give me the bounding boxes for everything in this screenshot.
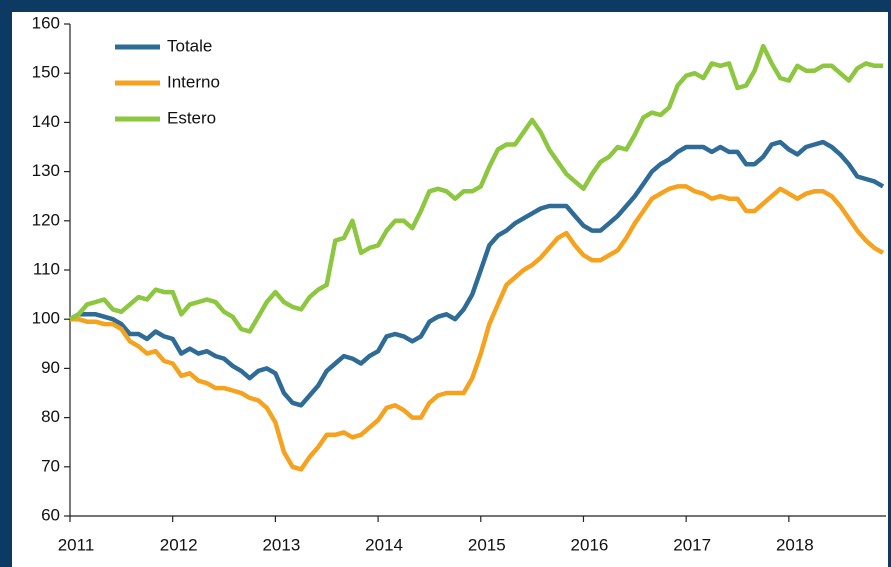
x-tick-label: 2013 xyxy=(262,535,300,554)
x-tick-label: 2017 xyxy=(673,535,711,554)
y-tick-label: 60 xyxy=(41,505,60,524)
y-tick-label: 90 xyxy=(41,358,60,377)
y-tick-label: 120 xyxy=(32,210,60,229)
legend-label: Totale xyxy=(167,36,212,55)
legend-label: Interno xyxy=(167,72,220,91)
x-tick-label: 2018 xyxy=(776,535,814,554)
x-tick-label: 2011 xyxy=(58,535,95,554)
line-series xyxy=(70,184,885,472)
x-tick-label: 2016 xyxy=(571,535,609,554)
y-tick-label: 80 xyxy=(41,407,60,426)
y-tick-label: 70 xyxy=(41,456,60,475)
y-tick-label: 150 xyxy=(32,63,60,82)
line-series xyxy=(68,139,885,408)
y-tick-label: 100 xyxy=(32,309,60,328)
y-tick-label: 110 xyxy=(33,259,60,278)
plot-background xyxy=(12,12,888,567)
x-tick-label: 2015 xyxy=(468,535,506,554)
line-series xyxy=(68,43,883,334)
y-tick-label: 130 xyxy=(32,161,60,180)
x-tick-label: 2012 xyxy=(160,535,198,554)
y-tick-label: 160 xyxy=(32,13,60,32)
y-tick-label: 140 xyxy=(32,112,60,131)
x-tick-label: 2014 xyxy=(365,535,403,554)
legend-label: Estero xyxy=(167,108,216,127)
